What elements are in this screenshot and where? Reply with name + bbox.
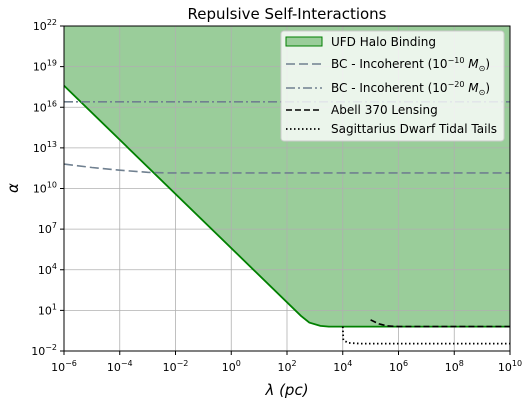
y-tick-label: 10−2 [31, 343, 57, 358]
x-tick-label: 10−4 [107, 359, 133, 374]
x-axis-ticks: 10−6 10−4 10−2 100 102 104 106 108 1010 [51, 351, 522, 374]
y-axis-label: α [4, 183, 22, 193]
y-tick-label: 1010 [33, 181, 57, 196]
legend-box [280, 30, 505, 142]
legend: UFD Halo Binding BC - Incoherent (10−10 … [280, 30, 505, 142]
legend-label-sagittarius: Sagittarius Dwarf Tidal Tails [331, 122, 497, 136]
x-tick-label: 108 [445, 359, 464, 374]
x-tick-label: 1010 [498, 359, 522, 374]
legend-swatch-ufd [285, 36, 323, 47]
y-tick-label: 104 [38, 262, 57, 277]
chart-title: Repulsive Self-Interactions [187, 5, 386, 23]
y-tick-label: 107 [38, 221, 57, 236]
ufd-boundary-line [64, 84, 510, 328]
bc-10-line [64, 163, 510, 174]
legend-label-bc10: BC - Incoherent (10−10 M⊙) [331, 56, 490, 73]
abell-line [370, 319, 510, 328]
y-axis-ticks: 10−2 101 104 107 1010 1013 1016 1019 1022 [31, 18, 64, 358]
x-tick-label: 10−6 [51, 359, 77, 374]
y-tick-label: 1022 [33, 18, 57, 33]
y-tick-label: 1016 [33, 99, 57, 114]
legend-label-ufd: UFD Halo Binding [331, 35, 436, 49]
sagittarius-line [341, 326, 510, 345]
x-tick-label: 100 [222, 359, 241, 374]
x-tick-label: 104 [333, 359, 352, 374]
y-tick-label: 1019 [33, 59, 57, 74]
x-axis-label: λ (pc) [264, 381, 308, 399]
y-tick-label: 1013 [33, 140, 57, 155]
grid [64, 26, 510, 351]
x-tick-label: 106 [389, 359, 408, 374]
legend-label-abell: Abell 370 Lensing [331, 103, 438, 117]
x-tick-label: 10−2 [163, 359, 189, 374]
y-tick-label: 101 [38, 302, 57, 317]
x-tick-label: 102 [277, 359, 296, 374]
legend-label-bc20: BC - Incoherent (10−20 M⊙) [331, 80, 490, 97]
